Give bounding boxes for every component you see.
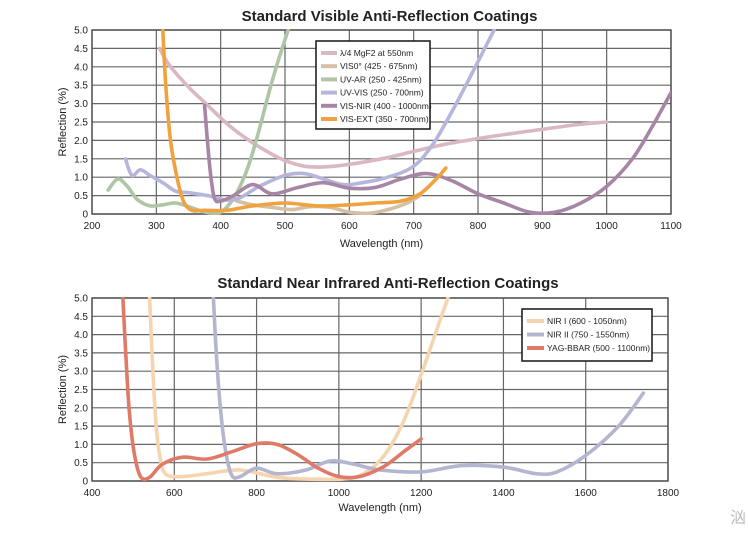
y-tick-label: 4.5	[74, 312, 88, 323]
legend-label: VIS0° (425 - 675nm)	[340, 61, 418, 71]
x-tick-label: 1100	[660, 221, 682, 232]
y-tick-label: 0	[82, 477, 88, 488]
y-tick-label: 1.5	[74, 154, 88, 165]
x-tick-label: 400	[212, 221, 229, 232]
y-tick-label: 4.0	[74, 330, 88, 341]
y-tick-label: 4.0	[74, 62, 88, 73]
legend-label: UV-VIS (250 - 700nm)	[340, 88, 424, 98]
series-line	[202, 90, 671, 215]
y-tick-label: 3.0	[74, 367, 88, 378]
legend-box	[315, 40, 431, 130]
series-line	[161, 29, 448, 213]
y-tick-label: 2.5	[74, 118, 88, 129]
y-tick-label: 1.0	[74, 173, 88, 184]
watermark-glyph: 汹	[729, 508, 746, 527]
x-tick-label: 1400	[492, 488, 515, 499]
legend-label: VIS-EXT (350 - 700nm)	[340, 114, 429, 124]
x-tick-label: 900	[534, 221, 551, 232]
chart-1: Standard Visible Anti-Reflection Coating…	[57, 8, 682, 250]
y-tick-label: 0	[82, 210, 88, 221]
x-tick-label: 200	[84, 221, 101, 232]
x-tick-label: 1000	[596, 221, 619, 232]
x-tick-label: 500	[277, 221, 294, 232]
legend-label: NIR I (600 - 1050nm)	[547, 316, 627, 326]
x-tick-label: 400	[84, 488, 101, 499]
series-group	[121, 297, 646, 482]
y-axis-label: Reflection (%)	[57, 87, 69, 156]
x-tick-label: 600	[166, 488, 183, 499]
series-line	[106, 29, 290, 215]
x-tick-label: 300	[148, 221, 165, 232]
y-axis-label: Reflection (%)	[57, 355, 69, 424]
y-tick-label: 2.5	[74, 385, 88, 396]
y-tick-label: 1.5	[74, 422, 88, 433]
x-tick-label: 700	[405, 221, 422, 232]
x-tick-label: 800	[248, 488, 265, 499]
legend: NIR I (600 - 1050nm) NIR II (750 - 1550nm…	[521, 308, 653, 362]
legend-label: λ/4 MgF2 at 550nm	[340, 48, 413, 58]
x-tick-label: 1800	[657, 488, 680, 499]
legend-label: YAG-BBAR (500 - 1100nm)	[547, 343, 650, 353]
y-tick-label: 5.0	[74, 26, 88, 37]
y-tick-label: 0.5	[74, 191, 88, 202]
y-tick-label: 0.5	[74, 458, 88, 469]
legend: λ/4 MgF2 at 550nm VIS0° (425 - 675nm) UV-A…	[315, 40, 432, 130]
x-tick-label: 1000	[328, 488, 351, 499]
legend-label: UV-AR (250 - 425nm)	[340, 74, 422, 84]
plot-frame	[91, 297, 669, 482]
series-line	[123, 29, 496, 203]
x-axis-label: Wavelength (nm)	[340, 238, 423, 250]
x-tick-label: 1600	[575, 488, 598, 499]
y-tick-label: 3.5	[74, 81, 88, 92]
y-tick-label: 2.0	[74, 403, 88, 414]
series-line	[121, 297, 423, 482]
chart-title: Standard Near Infrared Anti-Reflection C…	[217, 275, 558, 292]
y-tick-label: 5.0	[74, 294, 88, 305]
y-tick-label: 3.0	[74, 99, 88, 110]
x-axis-label: Wavelength (nm)	[338, 502, 421, 514]
chart-title: Standard Visible Anti-Reflection Coating…	[242, 8, 538, 25]
series-line	[157, 46, 609, 169]
y-tick-label: 1.0	[74, 440, 88, 451]
legend-label: NIR II (750 - 1550nm)	[547, 330, 629, 340]
x-tick-label: 800	[470, 221, 487, 232]
plot-frame	[91, 29, 672, 215]
y-tick-label: 4.5	[74, 44, 88, 55]
y-tick-label: 3.5	[74, 348, 88, 359]
series-group	[106, 29, 671, 215]
chart-2: Standard Near Infrared Anti-Reflection C…	[57, 275, 680, 514]
x-tick-label: 1200	[410, 488, 433, 499]
y-tick-label: 2.0	[74, 136, 88, 147]
x-tick-label: 600	[341, 221, 358, 232]
legend-label: VIS-NIR (400 - 1000nm)	[340, 101, 432, 111]
series-line	[147, 297, 450, 482]
